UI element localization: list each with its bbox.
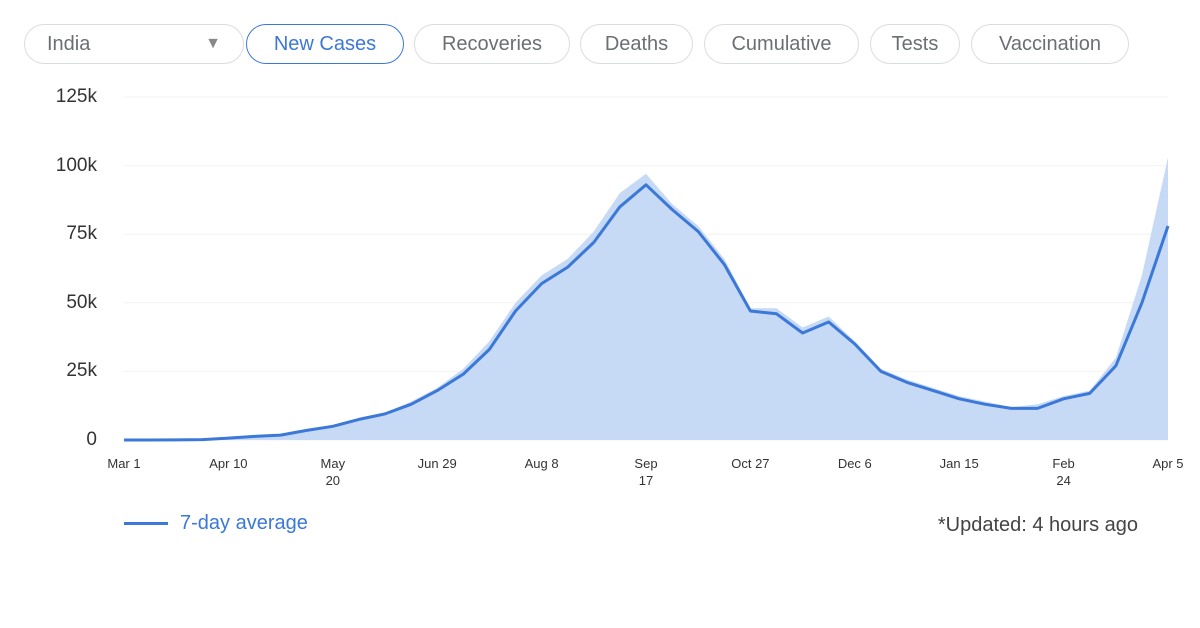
x-tick-label: Mar 1	[107, 456, 141, 471]
y-tick-label: 125k	[55, 86, 97, 107]
x-tick-label: Aug 8	[524, 456, 559, 471]
tab[interactable]: Deaths	[580, 24, 693, 64]
legend-swatch	[124, 522, 168, 525]
legend: 7-day average	[124, 512, 308, 535]
y-tick-label: 0	[86, 429, 97, 450]
tab[interactable]: Tests	[870, 24, 960, 64]
footnote: *Updated: 4 hours ago	[937, 514, 1138, 536]
tab[interactable]: Recoveries	[414, 24, 570, 64]
region-label: India	[47, 32, 91, 55]
region-dropdown[interactable]: India ▼	[24, 24, 244, 64]
x-tick-label: Oct 27	[731, 456, 770, 471]
x-tick-label: Apr 10	[209, 456, 248, 471]
x-tick-label: May 20	[320, 456, 346, 488]
legend-label: 7-day average	[180, 512, 308, 534]
x-tick-label: Sep 17	[634, 456, 658, 488]
y-tick-label: 25k	[66, 360, 97, 382]
tab[interactable]: Vaccination	[971, 24, 1129, 64]
daily-area	[124, 157, 1168, 440]
x-tick-label: Jun 29	[417, 456, 457, 471]
x-tick-label: Apr 5	[1152, 456, 1184, 471]
average-line	[124, 183, 1170, 442]
y-tick-label: 100k	[55, 154, 97, 176]
dropdown-arrow: ▼	[205, 35, 221, 52]
tab[interactable]: New Cases	[246, 24, 404, 64]
x-tick-label: Dec 6	[837, 456, 872, 471]
x-tick-label: Feb 24	[1052, 456, 1075, 488]
tab[interactable]: Cumulative	[704, 24, 859, 64]
y-tick-label: 50k	[66, 291, 97, 313]
y-tick-label: 75k	[66, 223, 97, 245]
x-tick-label: Jan 15	[939, 456, 979, 471]
